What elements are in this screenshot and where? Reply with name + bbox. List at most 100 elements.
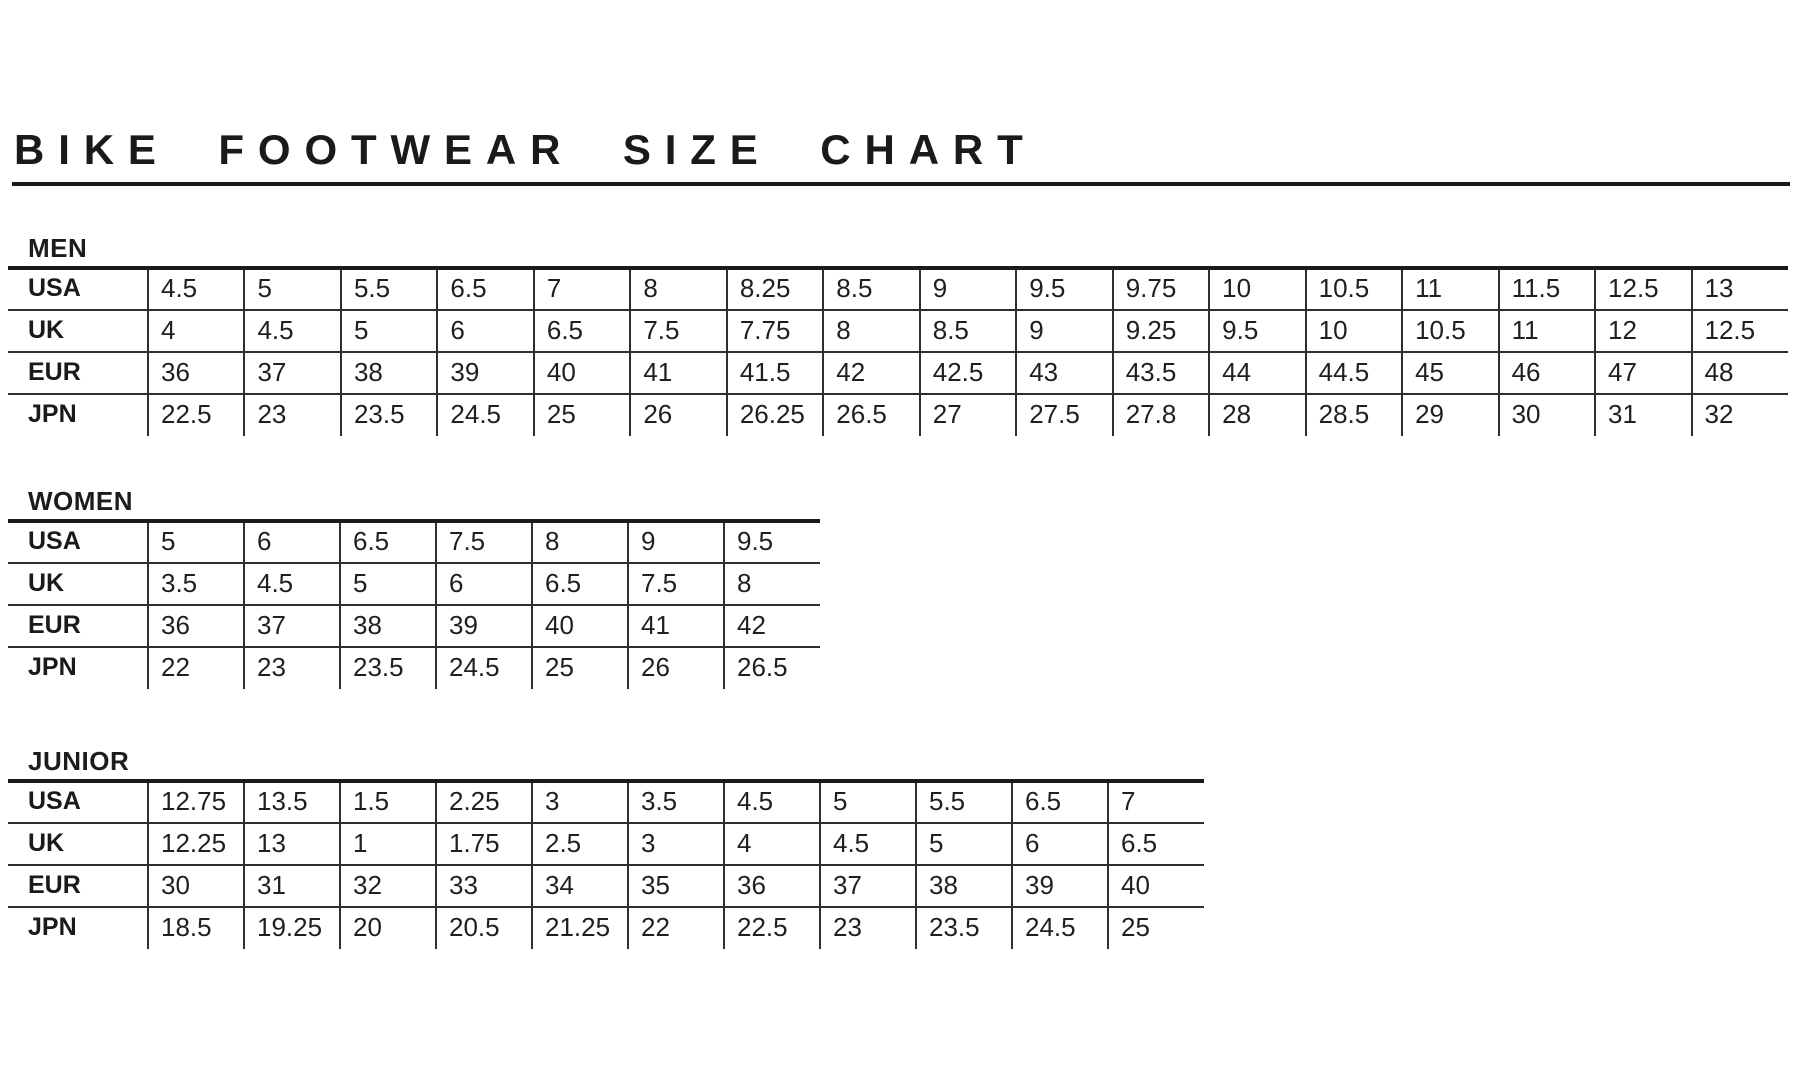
size-cell: 23.5 — [915, 907, 1012, 949]
row-label: UK — [8, 823, 148, 866]
size-cell: 26 — [629, 394, 727, 436]
size-cell: 28 — [1208, 394, 1306, 436]
size-cell: 23 — [243, 647, 340, 689]
table-row-uk: UK 4 4.5 5 6 6.5 7.5 7.75 8 8.5 9 9.25 9.5 10 10.5 11 12… — [8, 310, 1788, 353]
size-cell: 26.5 — [723, 647, 820, 689]
size-cell: 6.5 — [1107, 823, 1204, 866]
size-cell: 6.5 — [1011, 781, 1108, 824]
size-cell: 11 — [1497, 310, 1596, 353]
size-cell: 3 — [627, 823, 724, 866]
section-women: WOMEN USA 5 6 6.5 7.5 8 9 9.5 UK 3.5 4.5 5 6 6.5 7.5 8 E… — [8, 486, 820, 689]
size-cell: 43.5 — [1111, 352, 1210, 395]
size-cell: 34 — [531, 865, 628, 908]
size-cell: 27.5 — [1015, 394, 1113, 436]
size-cell: 19.25 — [243, 907, 340, 949]
size-cell: 44.5 — [1304, 352, 1403, 395]
size-cell: 4.5 — [819, 823, 916, 866]
size-cell: 6 — [435, 563, 532, 606]
size-cell: 13 — [1690, 268, 1788, 311]
size-cell: 8.25 — [725, 268, 824, 311]
size-cell: 20 — [339, 907, 436, 949]
size-cell: 31 — [243, 865, 340, 908]
size-table-junior: USA 12.75 13.5 1.5 2.25 3 3.5 4.5 5 5.5 6.5 7 UK 12.2… — [8, 779, 1204, 949]
title-underline-rule — [12, 182, 1790, 186]
size-cell: 38 — [915, 865, 1012, 908]
size-cell: 42 — [822, 352, 920, 395]
size-cell: 6.5 — [339, 521, 436, 564]
size-cell: 8 — [531, 521, 628, 564]
size-cell: 41 — [627, 605, 724, 648]
size-cell: 35 — [627, 865, 724, 908]
table-row-jpn: JPN 22 23 23.5 24.5 25 26 26.5 — [8, 647, 820, 689]
size-cell: 37 — [819, 865, 916, 908]
section-label-junior: JUNIOR — [28, 746, 130, 776]
table-row-uk: UK 3.5 4.5 5 6 6.5 7.5 8 — [8, 563, 820, 606]
size-cell: 10.5 — [1401, 310, 1499, 353]
size-cell: 38 — [339, 352, 438, 395]
row-label: USA — [8, 781, 148, 824]
size-cell: 28.5 — [1304, 394, 1403, 436]
size-cell: 9.5 — [723, 521, 820, 564]
size-cell: 22 — [627, 907, 724, 949]
size-cell: 9.5 — [1208, 310, 1306, 353]
size-cell: 7.75 — [725, 310, 824, 353]
page-title: BIKE FOOTWEAR SIZE CHART — [14, 126, 1037, 173]
size-cell: 36 — [146, 352, 245, 395]
size-cell: 39 — [435, 605, 532, 648]
table-row-uk: UK 12.25 13 1 1.75 2.5 3 4 4.5 5 6 6.5 — [8, 823, 1204, 866]
size-cell: 6 — [1011, 823, 1108, 866]
size-cell: 8 — [629, 268, 727, 311]
row-label: EUR — [8, 605, 148, 648]
size-cell: 3.5 — [147, 563, 244, 606]
size-table-women: USA 5 6 6.5 7.5 8 9 9.5 UK 3.5 4.5 5 6 6.5 7.5 8 EUR 36 37… — [8, 519, 820, 689]
row-label: JPN — [28, 400, 77, 428]
size-cell: 46 — [1497, 352, 1596, 395]
size-cell: 41 — [629, 352, 727, 395]
size-cell: 3.5 — [627, 781, 724, 824]
row-label: UK — [8, 563, 148, 606]
size-cell: 40 — [532, 352, 631, 395]
section-men: MEN USA 4.5 5 5.5 6.5 7 8 8.25 8.5 9 9.5 9.75 10 10.5… — [8, 233, 1788, 436]
size-cell: 5 — [819, 781, 916, 824]
size-cell: 5 — [915, 823, 1012, 866]
size-cell: 9 — [627, 521, 724, 564]
size-cell: 42 — [723, 605, 820, 648]
size-cell: 9.25 — [1111, 310, 1210, 353]
size-cell: 32 — [339, 865, 436, 908]
size-cell: 5 — [243, 268, 341, 311]
size-cell: 7.5 — [629, 310, 727, 353]
size-cell: 26.5 — [822, 394, 920, 436]
size-cell: 8.5 — [918, 310, 1017, 353]
size-cell: 26 — [627, 647, 724, 689]
row-label: UK — [8, 310, 148, 353]
table-row-eur: EUR 30 31 32 33 34 35 36 37 38 39 40 — [8, 865, 1204, 908]
size-cell: 10 — [1304, 310, 1403, 353]
size-cell: 43 — [1015, 352, 1113, 395]
size-cell: 24.5 — [435, 647, 532, 689]
row-label: EUR — [8, 352, 148, 395]
size-cell: 24.5 — [1011, 907, 1108, 949]
size-cell: 8 — [822, 310, 920, 353]
size-cell: 36 — [723, 865, 820, 908]
size-cell: 10 — [1208, 268, 1306, 311]
size-cell: 7 — [1107, 781, 1204, 824]
size-cell: 9.75 — [1111, 268, 1210, 311]
size-cell: 4 — [146, 310, 245, 353]
size-cell: 37 — [243, 605, 340, 648]
size-cell: 13 — [243, 823, 340, 866]
size-cell: 39 — [1011, 865, 1108, 908]
size-cell: 5.5 — [339, 268, 438, 311]
section-junior: JUNIOR USA 12.75 13.5 1.5 2.25 3 3.5 4.5 5 5.5 6.5… — [8, 746, 1204, 949]
size-cell: 30 — [1497, 394, 1596, 436]
size-cell: 22.5 — [146, 394, 245, 436]
size-cell: 6.5 — [436, 268, 534, 311]
size-cell: 22.5 — [723, 907, 820, 949]
size-cell: 42.5 — [918, 352, 1017, 395]
size-cell: 6.5 — [532, 310, 631, 353]
size-cell: 25 — [531, 647, 628, 689]
size-cell: 12.5 — [1690, 310, 1788, 353]
size-cell: 12.5 — [1594, 268, 1692, 311]
size-cell: 5 — [147, 521, 244, 564]
row-label: EUR — [8, 865, 148, 908]
size-cell: 30 — [147, 865, 244, 908]
